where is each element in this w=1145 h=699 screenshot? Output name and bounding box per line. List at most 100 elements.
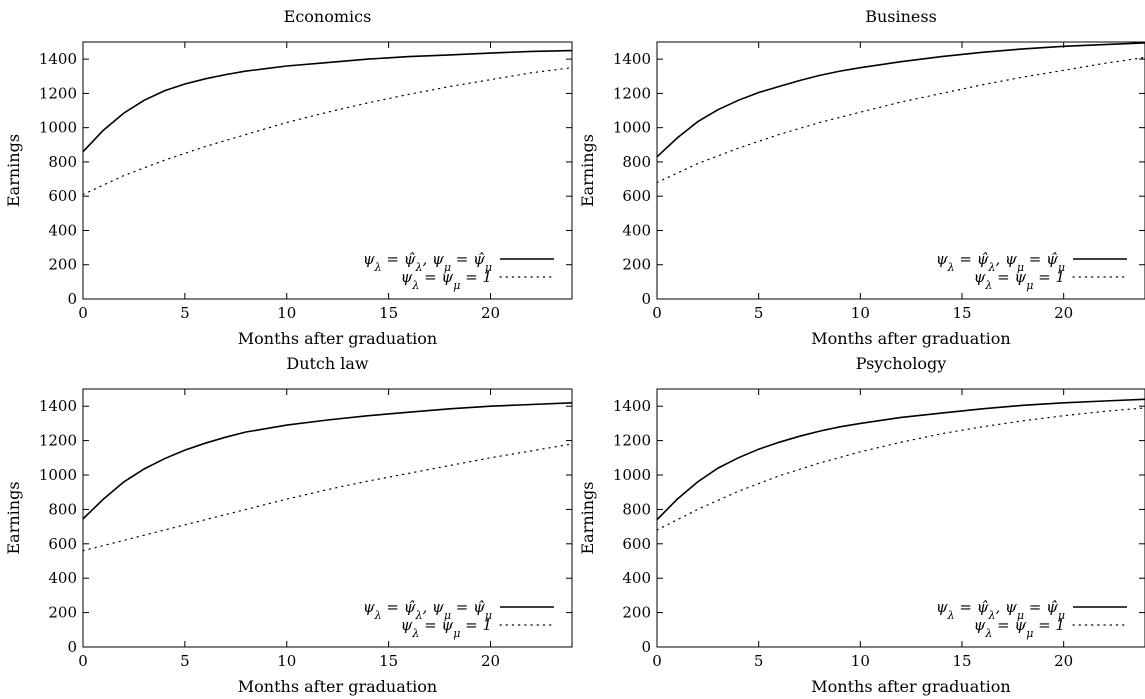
legend-label-part: ψ <box>441 268 453 286</box>
legend-label-part: λ <box>984 627 992 640</box>
legend-label-part: μ <box>485 609 492 622</box>
series-line-fitted <box>657 42 1145 158</box>
y-tick-label: 1000 <box>613 119 651 137</box>
legend-label-part: = <box>419 616 441 634</box>
x-tick-label: 0 <box>652 652 662 670</box>
y-tick-label: 600 <box>622 187 651 205</box>
series-line-fitted <box>657 398 1145 521</box>
legend-label-part: ψ̂ <box>1046 598 1058 616</box>
y-tick-label: 1400 <box>39 397 77 415</box>
legend-label-part: μ <box>485 261 492 274</box>
legend-label-part: λ <box>947 609 955 622</box>
legend-label-part: = <box>419 268 441 286</box>
legend-label-unit: ψλ = ψμ = 1 <box>974 268 1065 292</box>
legend-label-part: , <box>423 598 433 616</box>
legend-label-part: ψ̂ <box>977 598 989 616</box>
series-line-unit <box>657 407 1145 531</box>
x-axis-label: Months after graduation <box>811 677 1010 696</box>
legend-label-part: = 1 <box>460 616 492 634</box>
legend: ψλ = ψ̂λ, ψμ = ψ̂μψλ = ψμ = 1 <box>936 598 1128 640</box>
y-axis-label: Earnings <box>4 134 23 207</box>
x-tick-label: 20 <box>1054 304 1073 322</box>
legend-label-part: ψ̂ <box>404 250 416 268</box>
legend-label-part: = <box>992 268 1014 286</box>
plot-frame <box>82 388 573 648</box>
legend-label-part: ψ <box>1005 598 1017 616</box>
y-tick-label: 1400 <box>39 50 77 68</box>
legend-label-part: ψ <box>974 616 986 634</box>
panel-dutch-law: Dutch law 0 200 400 600 800 1000 1200 1400 0 5 10 15… <box>4 354 573 696</box>
legend-label-part: λ <box>374 261 382 274</box>
legend-label-part: = <box>382 598 404 616</box>
panel-economics: Economics 0 200 400 600 800 1000 1200 1400 0 5 10 15… <box>4 7 573 348</box>
legend-label-part: , <box>996 250 1006 268</box>
legend: ψλ = ψ̂λ, ψμ = ψ̂μψλ = ψμ = 1 <box>936 250 1128 292</box>
x-tick-label: 5 <box>180 652 190 670</box>
y-axis-label: Earnings <box>4 481 23 554</box>
legend-label-part: ψ <box>401 616 413 634</box>
legend-label-part: ψ̂ <box>473 598 485 616</box>
y-tick-label: 1000 <box>39 466 77 484</box>
legend-label-part: ψ <box>432 250 444 268</box>
x-tick-label: 20 <box>1054 652 1073 670</box>
legend-label-part: = 1 <box>460 268 492 286</box>
y-tick-label: 200 <box>48 256 77 274</box>
x-tick-label: 10 <box>277 652 296 670</box>
y-tick-label: 400 <box>48 569 77 587</box>
y-tick-label: 200 <box>48 604 77 622</box>
x-tick-label: 15 <box>379 304 398 322</box>
legend-label-part: ψ̂ <box>977 250 989 268</box>
legend-label-part: μ <box>1026 279 1033 292</box>
legend-label-part: μ <box>453 279 460 292</box>
legend-label-part: ψ <box>363 250 375 268</box>
series-line-fitted <box>83 402 572 520</box>
plot-frame <box>656 388 1145 648</box>
legend-label-part: μ <box>1017 261 1024 274</box>
legend-label-part: μ <box>444 261 451 274</box>
x-tick-label: 0 <box>652 304 662 322</box>
legend-label-fitted: ψλ = ψ̂λ, ψμ = ψ̂μ <box>363 250 492 274</box>
x-tick-label: 5 <box>754 304 764 322</box>
legend-label-part: ψ <box>441 616 453 634</box>
legend: ψλ = ψ̂λ, ψμ = ψ̂μψλ = ψμ = 1 <box>363 250 555 292</box>
legend-label-unit: ψλ = ψμ = 1 <box>974 616 1065 640</box>
legend-label-part: ψ <box>936 250 948 268</box>
legend-label-unit: ψλ = ψμ = 1 <box>401 616 492 640</box>
y-tick-label: 1200 <box>39 432 77 450</box>
legend-label-fitted: ψλ = ψ̂λ, ψμ = ψ̂μ <box>936 250 1065 274</box>
x-tick-label: 15 <box>952 652 971 670</box>
legend-label-part: μ <box>1026 627 1033 640</box>
x-tick-label: 20 <box>481 652 500 670</box>
x-tick-label: 5 <box>180 304 190 322</box>
y-tick-label: 1400 <box>613 50 651 68</box>
legend-label-part: λ <box>411 279 419 292</box>
legend-label-part: = <box>382 250 404 268</box>
legend: ψλ = ψ̂λ, ψμ = ψ̂μψλ = ψμ = 1 <box>363 598 555 640</box>
y-tick-label: 600 <box>48 187 77 205</box>
y-tick-label: 800 <box>48 153 77 171</box>
y-axis-label: Earnings <box>578 481 597 554</box>
legend-label-part: = <box>955 598 977 616</box>
x-axis-label: Months after graduation <box>238 329 437 348</box>
chart-title: Psychology <box>856 354 947 373</box>
chart-title: Business <box>865 7 937 26</box>
x-tick-label: 5 <box>754 652 764 670</box>
y-tick-label: 1400 <box>613 397 651 415</box>
legend-label-part: μ <box>1058 261 1065 274</box>
legend-label-part: = <box>451 598 473 616</box>
x-tick-label: 15 <box>952 304 971 322</box>
legend-label-part: ψ <box>1005 250 1017 268</box>
x-tick-label: 0 <box>78 652 88 670</box>
legend-label-part: λ <box>984 279 992 292</box>
legend-label-part: ψ̂ <box>473 250 485 268</box>
legend-label-part: ψ <box>1014 268 1026 286</box>
y-tick-label: 1200 <box>613 432 651 450</box>
legend-label-part: = <box>1024 598 1046 616</box>
chart-title: Dutch law <box>286 354 369 373</box>
legend-label-fitted: ψλ = ψ̂λ, ψμ = ψ̂μ <box>363 598 492 622</box>
series-line-unit <box>83 67 572 196</box>
series-line-fitted <box>83 49 572 153</box>
plot-frame <box>82 41 573 300</box>
legend-label-part: μ <box>453 627 460 640</box>
